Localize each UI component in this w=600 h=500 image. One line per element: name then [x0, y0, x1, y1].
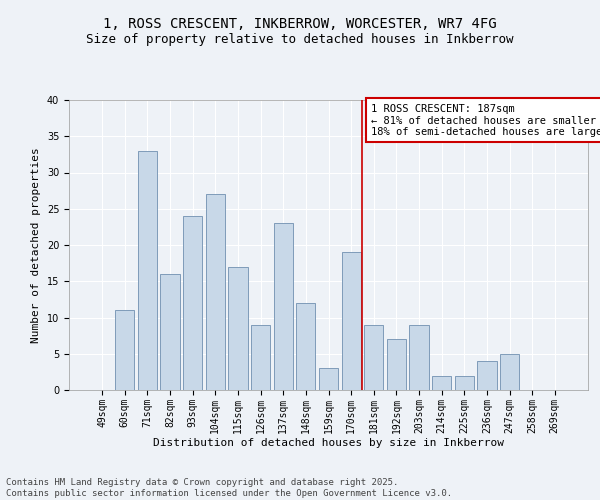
Text: Contains HM Land Registry data © Crown copyright and database right 2025.
Contai: Contains HM Land Registry data © Crown c…	[6, 478, 452, 498]
Bar	[319, 368, 338, 390]
Y-axis label: Number of detached properties: Number of detached properties	[31, 147, 41, 343]
Bar	[274, 223, 293, 390]
Text: 1 ROSS CRESCENT: 187sqm
← 81% of detached houses are smaller (187)
18% of semi-d: 1 ROSS CRESCENT: 187sqm ← 81% of detache…	[371, 104, 600, 137]
Text: Size of property relative to detached houses in Inkberrow: Size of property relative to detached ho…	[86, 32, 514, 46]
Bar	[160, 274, 180, 390]
Bar	[183, 216, 202, 390]
Bar	[341, 252, 361, 390]
Bar	[477, 361, 497, 390]
X-axis label: Distribution of detached houses by size in Inkberrow: Distribution of detached houses by size …	[153, 438, 504, 448]
Text: 1, ROSS CRESCENT, INKBERROW, WORCESTER, WR7 4FG: 1, ROSS CRESCENT, INKBERROW, WORCESTER, …	[103, 18, 497, 32]
Bar	[115, 310, 134, 390]
Bar	[432, 376, 451, 390]
Bar	[251, 325, 270, 390]
Bar	[387, 339, 406, 390]
Bar	[229, 267, 248, 390]
Bar	[364, 325, 383, 390]
Bar	[500, 354, 519, 390]
Bar	[409, 325, 428, 390]
Bar	[206, 194, 225, 390]
Bar	[455, 376, 474, 390]
Bar	[296, 303, 316, 390]
Bar	[138, 151, 157, 390]
